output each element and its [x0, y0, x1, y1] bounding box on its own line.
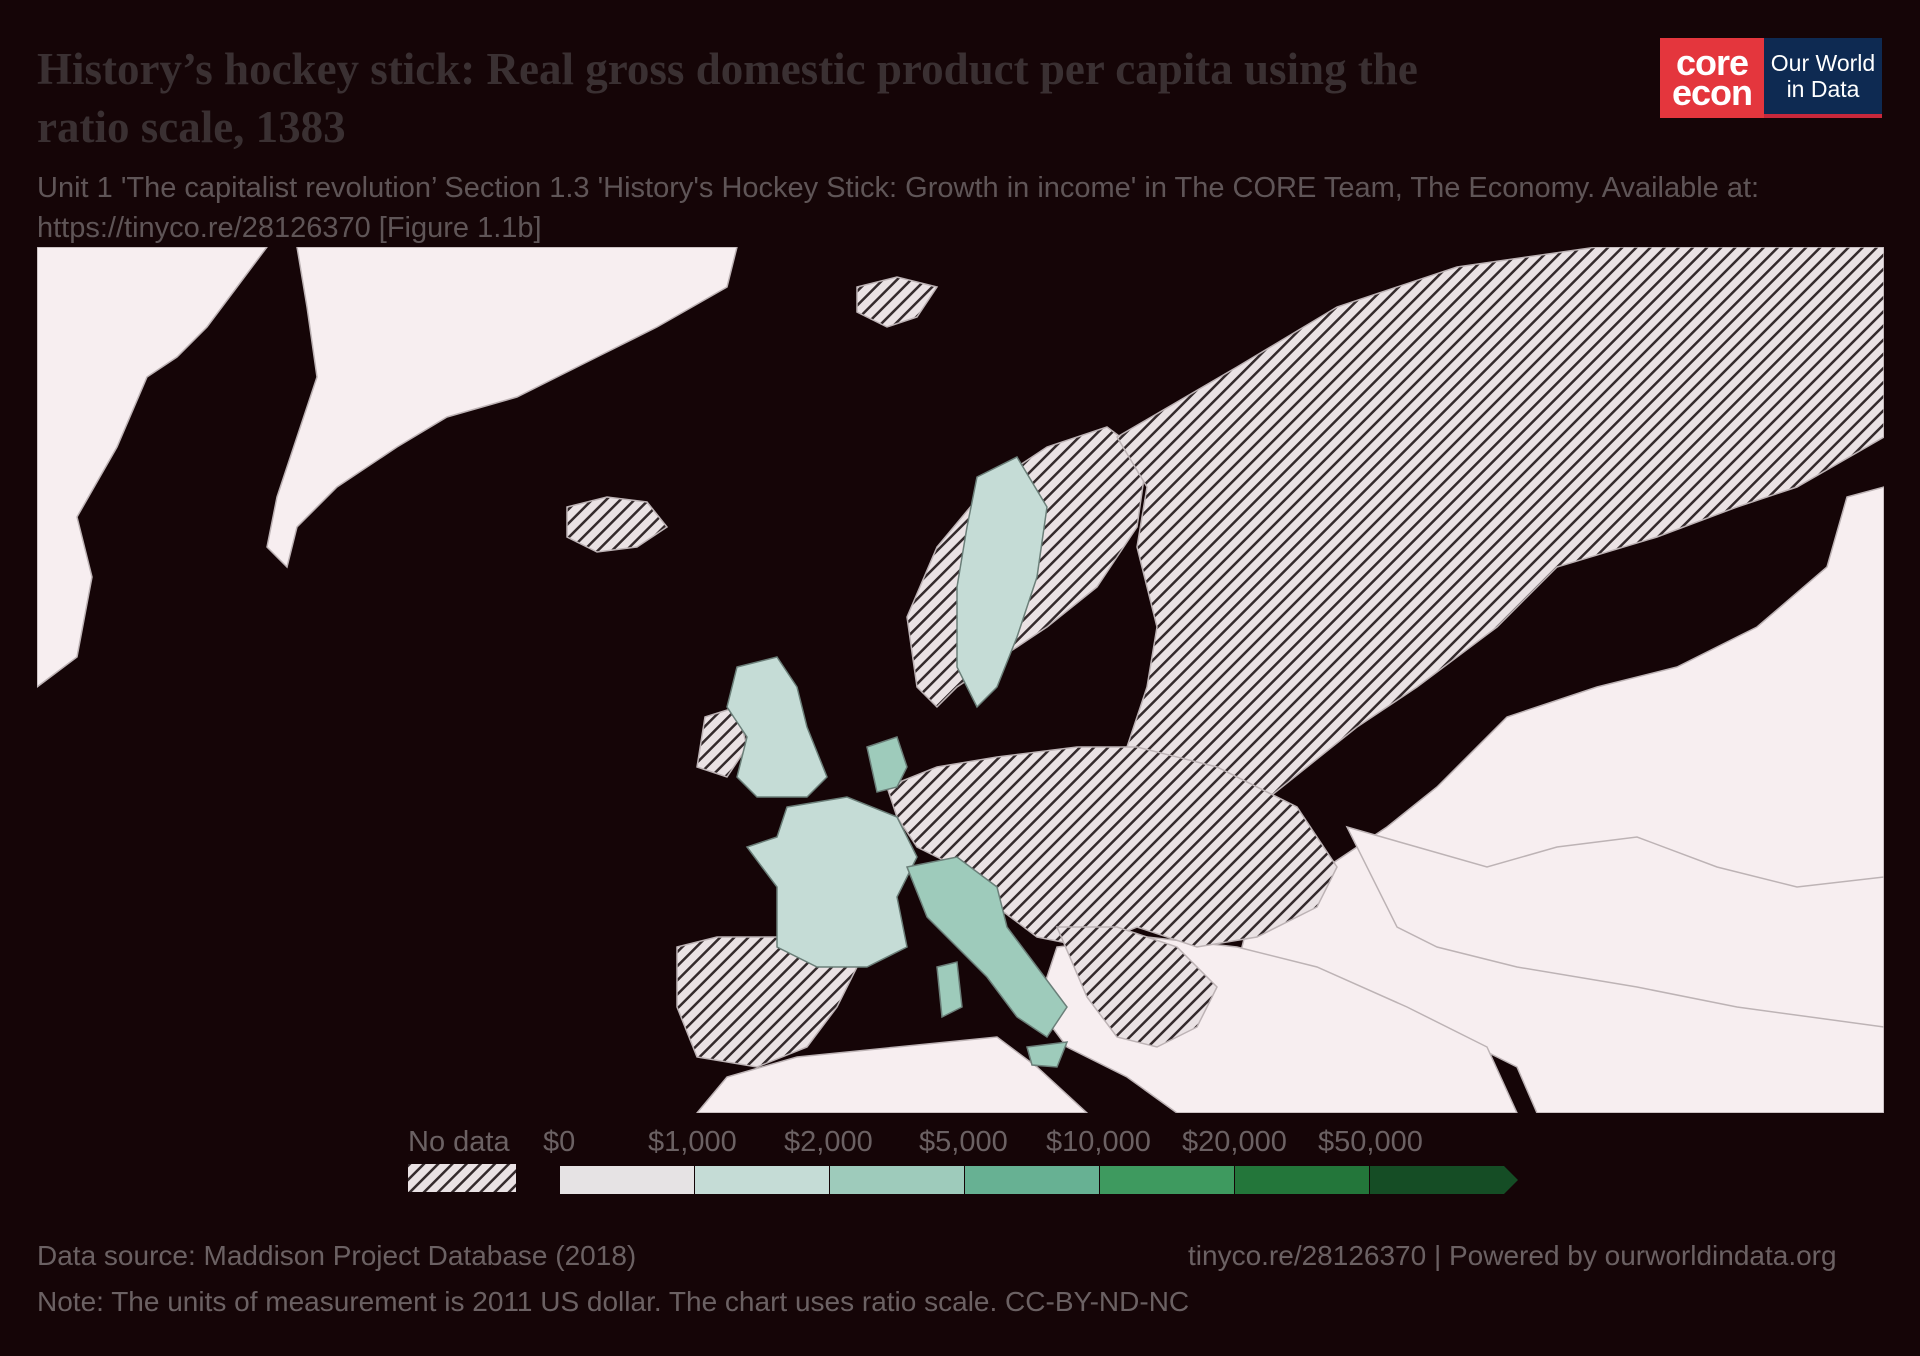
legend-tick-6: $50,000 — [1318, 1126, 1423, 1158]
netherlands-region — [866, 736, 908, 793]
legend-color-scale — [560, 1166, 1518, 1194]
iberia-nodata — [676, 936, 858, 1068]
north-america-land — [37, 247, 268, 688]
north-africa-land — [696, 1036, 1089, 1113]
legend-bin-1 — [695, 1166, 829, 1194]
legend-bin-6 — [1370, 1166, 1504, 1194]
chart-subtitle: Unit 1 'The capitalist revolution’ Secti… — [37, 172, 1760, 244]
legend-bin-3 — [965, 1166, 1099, 1194]
map-svg — [37, 247, 1884, 1113]
legend-tick-4: $10,000 — [1046, 1126, 1151, 1158]
legend-bin-0 — [560, 1166, 694, 1194]
legend-nodata-label: No data — [408, 1126, 510, 1158]
footer-note: Note: The units of measurement is 2011 U… — [37, 1286, 1190, 1317]
map-legend: No data $0 $1,000 $2,000 $5,000 $10,000 … — [0, 1120, 1920, 1200]
russia-nodata — [1115, 247, 1884, 838]
legend-tick-0: $0 — [543, 1126, 576, 1158]
legend-bin-5 — [1235, 1166, 1369, 1194]
svalbard-nodata — [856, 276, 939, 328]
legend-tick-1: $1,000 — [648, 1126, 737, 1158]
sardinia-region — [936, 961, 963, 1019]
map-area — [37, 247, 1884, 1113]
greenland-land — [266, 247, 738, 569]
legend-tick-5: $20,000 — [1182, 1126, 1287, 1158]
core-econ-logo: core econ — [1660, 38, 1764, 118]
footer-source: Data source: Maddison Project Database (… — [37, 1240, 637, 1271]
sweden-region — [956, 456, 1048, 709]
footer-link[interactable]: tinyco.re/28126370 | Powered by ourworld… — [1188, 1240, 1837, 1271]
logo-group[interactable]: core econ Our World in Data — [1660, 38, 1882, 118]
iceland-nodata — [566, 496, 669, 553]
legend-scale-arrow — [1504, 1166, 1518, 1194]
sicily-region — [1026, 1041, 1069, 1068]
france-region — [745, 796, 918, 968]
italy-region — [905, 856, 1068, 1039]
legend-nodata-swatch — [408, 1164, 516, 1192]
legend-tick-2: $2,000 — [784, 1126, 873, 1158]
legend-bin-2 — [830, 1166, 964, 1194]
caucasus-central-asia-land — [1345, 825, 1884, 1028]
united-kingdom-region — [726, 656, 828, 798]
owid-logo: Our World in Data — [1764, 38, 1882, 118]
balkans-nodata — [1055, 926, 1218, 1048]
chart-title: History’s hockey stick: Real gross domes… — [37, 44, 1418, 152]
legend-bin-4 — [1100, 1166, 1234, 1194]
legend-tick-3: $5,000 — [919, 1126, 1008, 1158]
